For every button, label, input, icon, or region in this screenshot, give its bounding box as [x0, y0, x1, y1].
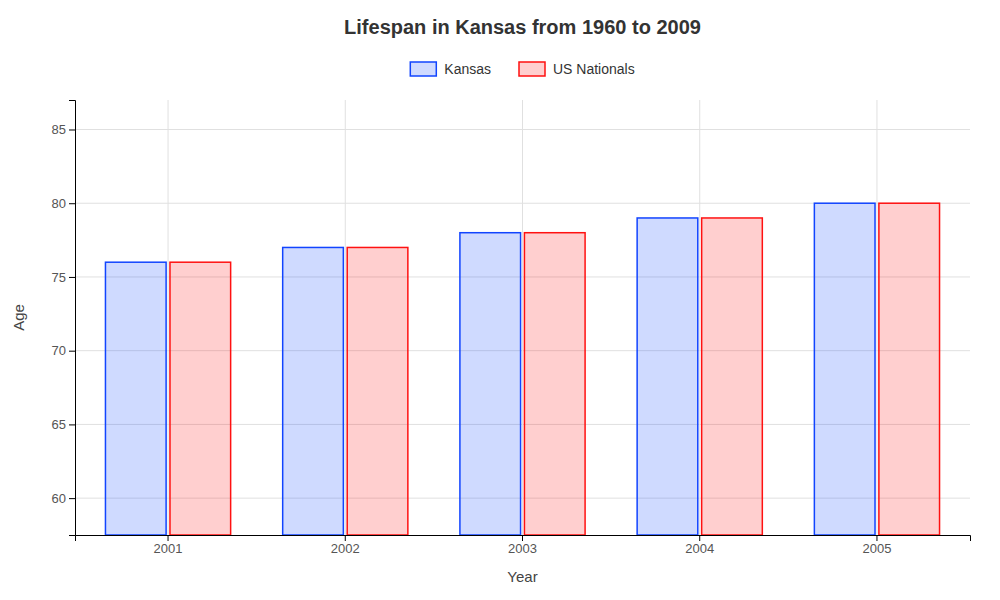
tick-label: 65 [52, 417, 66, 432]
grid-line [345, 100, 346, 535]
bar [170, 262, 231, 535]
y-tick: 80 [52, 196, 75, 211]
tick-mark [345, 535, 346, 541]
x-tick: 2004 [685, 535, 714, 556]
tick-mark [69, 424, 75, 425]
y-tick: 65 [52, 417, 75, 432]
grid [75, 100, 970, 535]
tick-label: 75 [52, 270, 66, 285]
tick-mark [69, 129, 75, 130]
bar-series [105, 203, 875, 535]
bar [524, 233, 585, 535]
x-tick: 2001 [154, 535, 183, 556]
axis-line [69, 101, 76, 536]
y-tick: 75 [52, 270, 75, 285]
legend-item: Kansas [410, 61, 491, 77]
y-tick: 85 [52, 122, 75, 137]
tick-mark [168, 535, 169, 541]
tick-label: 2001 [154, 541, 183, 556]
tick-label: 2002 [331, 541, 360, 556]
bar [637, 218, 698, 535]
x-tick: 2003 [508, 535, 537, 556]
bar [879, 203, 940, 535]
y-tick: 70 [52, 343, 75, 358]
bar [460, 233, 521, 535]
tick-label: 80 [52, 196, 66, 211]
x-tick: 2002 [331, 535, 360, 556]
y-tick: 60 [52, 491, 75, 506]
tick-mark [69, 351, 75, 352]
legend-item: US Nationals [519, 61, 635, 77]
tick-mark [876, 535, 877, 541]
tick-mark [69, 203, 75, 204]
bar [105, 262, 166, 535]
tick-label: 60 [52, 491, 66, 506]
grid-line [522, 100, 523, 535]
title: Lifespan in Kansas from 1960 to 2009 [344, 16, 701, 38]
grid-line [699, 100, 700, 535]
bar [283, 247, 344, 535]
legend-swatch [410, 62, 436, 76]
bar [347, 247, 408, 535]
legend: Kansas US Nationals [410, 61, 634, 77]
bar-series [170, 203, 940, 535]
plot-area [105, 203, 939, 535]
y-axis-title: Age [10, 304, 27, 331]
tick-label: 85 [52, 122, 66, 137]
legend-swatch [519, 62, 545, 76]
tick-mark [69, 498, 75, 499]
legend-label: Kansas [444, 61, 491, 77]
tick-label: 2003 [508, 541, 537, 556]
tick-label: 2005 [862, 541, 891, 556]
tick-label: 2004 [685, 541, 714, 556]
bar [702, 218, 763, 535]
chart: 2001 2002 2003 2004 2005 60 65 70 75 80 85 Lifespan… [0, 0, 1000, 600]
tick-mark [69, 277, 75, 278]
x-axis: 2001 2002 2003 2004 2005 [76, 535, 971, 556]
y-axis: 60 65 70 75 80 85 [52, 101, 76, 536]
axis-line [76, 536, 971, 542]
grid-line [876, 100, 877, 535]
tick-label: 70 [52, 343, 66, 358]
bar [814, 203, 875, 535]
grid-line [168, 100, 169, 535]
tick-mark [522, 535, 523, 541]
legend-label: US Nationals [553, 61, 635, 77]
x-axis-title: Year [507, 568, 537, 585]
x-tick: 2005 [862, 535, 891, 556]
tick-mark [699, 535, 700, 541]
